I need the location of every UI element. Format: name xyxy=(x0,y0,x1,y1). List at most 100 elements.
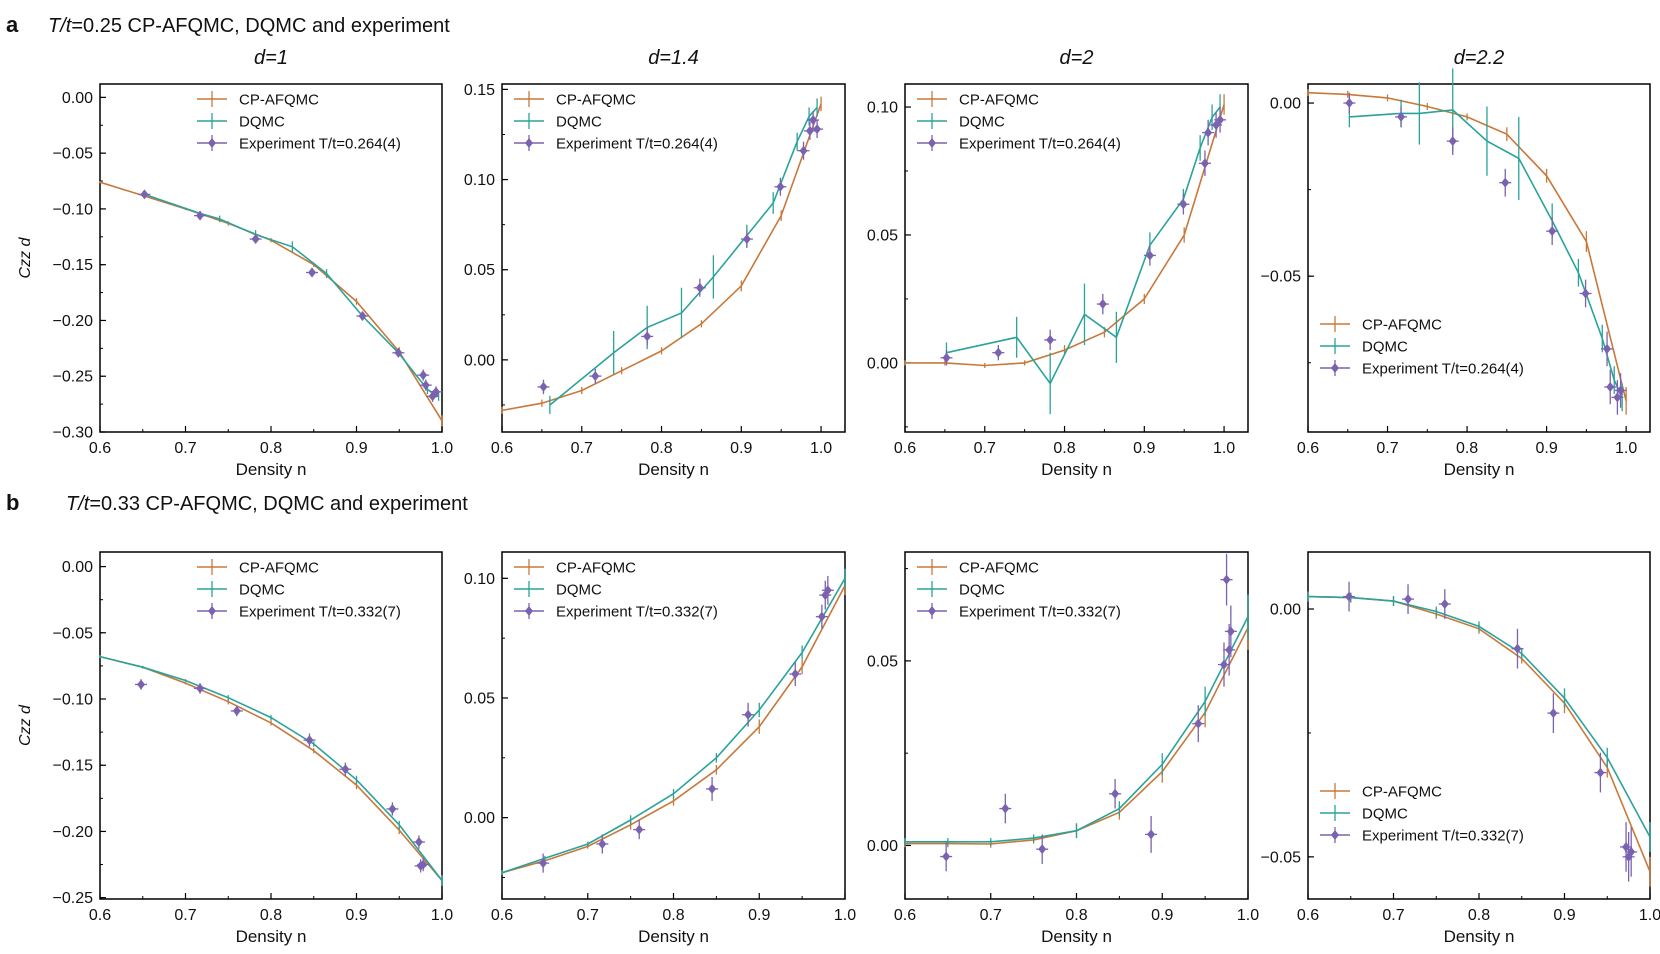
exp-marker xyxy=(799,145,808,156)
x-tick-label: 0.7 xyxy=(974,440,996,457)
legend-label: DQMC xyxy=(239,582,285,599)
exp-marker xyxy=(1548,226,1557,237)
x-tick-label: 1.0 xyxy=(834,907,856,924)
y-tick-label: 0.00 xyxy=(62,90,93,107)
x-axis-label: Density n xyxy=(236,460,307,479)
panel-b-4: 0.6 0.7 0.8 0.9 1.0 0.00 −0.05 Density n CP-AFQM… xyxy=(1261,551,1660,946)
series-dqmc xyxy=(1307,591,1651,852)
panel-b-3: 0.6 0.7 0.8 0.9 1.0 0.00 0.05 Density n CP-AFQMC… xyxy=(867,551,1259,946)
exp-marker xyxy=(776,181,785,192)
x-tick-label: 0.9 xyxy=(345,907,367,924)
x-axis-label: Density n xyxy=(638,927,709,946)
x-tick-label: 0.6 xyxy=(894,907,916,924)
exp-marker xyxy=(994,347,1003,358)
exp-marker xyxy=(1606,381,1615,392)
exp-marker xyxy=(942,352,951,363)
legend-label: Experiment T/t=0.332(7) xyxy=(959,604,1121,621)
y-tick-label: −0.25 xyxy=(53,890,94,907)
x-tick-label: 0.8 xyxy=(1468,907,1490,924)
y-tick-label: −0.30 xyxy=(53,425,94,442)
y-tick-label: −0.05 xyxy=(53,625,94,642)
legend-label: DQMC xyxy=(239,114,285,131)
row-a-title-italic: T/t xyxy=(48,15,73,37)
legend-swatch-marker xyxy=(208,606,216,616)
y-tick-label: 0.00 xyxy=(464,810,495,827)
x-tick-label: 1.0 xyxy=(1639,907,1660,924)
exp-marker xyxy=(1147,829,1156,840)
cp-line xyxy=(99,655,443,882)
exp-marker xyxy=(805,125,814,136)
y-tick-label: 0.05 xyxy=(867,227,898,244)
y-tick-label: −0.10 xyxy=(53,692,94,709)
legend-label: DQMC xyxy=(959,114,1005,131)
series-dqmc xyxy=(143,192,440,401)
exp-marker xyxy=(1219,659,1228,670)
row-a-title-rest: =0.25 CP-AFQMC, DQMC and experiment xyxy=(71,15,450,37)
y-tick-label: 0.05 xyxy=(464,262,495,279)
x-tick-label: 1.0 xyxy=(810,440,832,457)
legend: CP-AFQMC DQMC Experiment T/t=0.264(4) xyxy=(197,91,401,153)
series-dqmc xyxy=(99,655,443,886)
series-exp xyxy=(940,553,1237,872)
row-a-title: T/t=0.25 CP-AFQMC, DQMC and experiment xyxy=(48,15,450,37)
exp-marker xyxy=(419,370,428,381)
exp-marker xyxy=(539,858,548,869)
y-tick-label: −0.05 xyxy=(1261,269,1302,286)
exp-marker xyxy=(137,679,146,690)
series-cp xyxy=(904,605,1249,848)
series-exp xyxy=(537,575,834,873)
x-tick-label: 1.0 xyxy=(1213,440,1235,457)
y-tick-label: 0.00 xyxy=(464,352,495,369)
panel-b-1: 0.6 0.7 0.8 0.9 1.0 0.00 −0.05 −0.10 −0.15 −0.20 −… xyxy=(17,551,453,946)
legend-label: CP-AFQMC xyxy=(959,560,1039,577)
exp-marker xyxy=(1111,788,1120,799)
x-tick-label: 0.8 xyxy=(1065,907,1087,924)
exp-marker xyxy=(1038,844,1047,855)
panel-b-2: 0.6 0.7 0.8 0.9 1.0 0.00 0.05 0.10 Density n CP-A… xyxy=(464,551,856,946)
panel-a-2: d=1.4 0.6 0.7 0.8 0.9 1.0 0.00 0.05 0.10 0.15 Dens… xyxy=(464,47,846,479)
exp-marker xyxy=(1397,111,1406,122)
exp-marker xyxy=(196,683,205,694)
legend-label: Experiment T/t=0.332(7) xyxy=(556,604,718,621)
panel-a-4: d=2.2 0.6 0.7 0.8 0.9 1.0 0.00 −0.05 Density n CP… xyxy=(1261,47,1651,479)
row-a-letter: a xyxy=(6,12,19,37)
exp-marker xyxy=(419,859,428,870)
exp-marker xyxy=(817,611,826,622)
y-tick-label: 0.00 xyxy=(867,838,898,855)
x-axis-label: Density n xyxy=(1444,927,1515,946)
exp-marker xyxy=(635,824,644,835)
series-cp xyxy=(501,96,822,414)
x-axis-label: Density n xyxy=(236,927,307,946)
legend-swatch-marker xyxy=(928,606,936,616)
legend: CP-AFQMC DQMC Experiment T/t=0.264(4) xyxy=(514,91,718,153)
y-tick-label: 0.15 xyxy=(464,82,495,99)
y-tick-label: 0.00 xyxy=(1270,96,1301,113)
x-tick-label: 0.9 xyxy=(1553,907,1575,924)
exp-marker xyxy=(1448,136,1457,147)
x-tick-label: 1.0 xyxy=(431,440,453,457)
x-tick-label: 0.9 xyxy=(1133,440,1155,457)
x-tick-label: 0.6 xyxy=(491,440,513,457)
exp-marker xyxy=(305,735,314,746)
plot-frame xyxy=(904,83,1249,433)
legend: CP-AFQMC DQMC Experiment T/t=0.332(7) xyxy=(917,559,1121,621)
exp-marker xyxy=(1216,114,1225,125)
legend-label: CP-AFQMC xyxy=(959,92,1039,109)
x-tick-label: 0.6 xyxy=(89,907,111,924)
panel-title: d=1.4 xyxy=(648,47,699,69)
x-tick-label: 0.7 xyxy=(1382,907,1404,924)
y-tick-label: 0.10 xyxy=(867,100,898,117)
x-tick-label: 0.6 xyxy=(1297,440,1319,457)
legend-label: DQMC xyxy=(1362,806,1408,823)
legend-label: CP-AFQMC xyxy=(1362,317,1442,334)
legend-label: CP-AFQMC xyxy=(556,92,636,109)
x-axis-label: Density n xyxy=(1444,460,1515,479)
y-tick-label: 0.05 xyxy=(867,653,898,670)
panel-title: d=2 xyxy=(1060,47,1094,69)
exp-marker xyxy=(708,783,717,794)
x-tick-label: 0.8 xyxy=(650,440,672,457)
y-tick-label: −0.05 xyxy=(1261,849,1302,866)
x-tick-label: 0.6 xyxy=(491,907,513,924)
legend-swatch-marker xyxy=(1331,830,1339,840)
series-exp xyxy=(1343,581,1638,882)
